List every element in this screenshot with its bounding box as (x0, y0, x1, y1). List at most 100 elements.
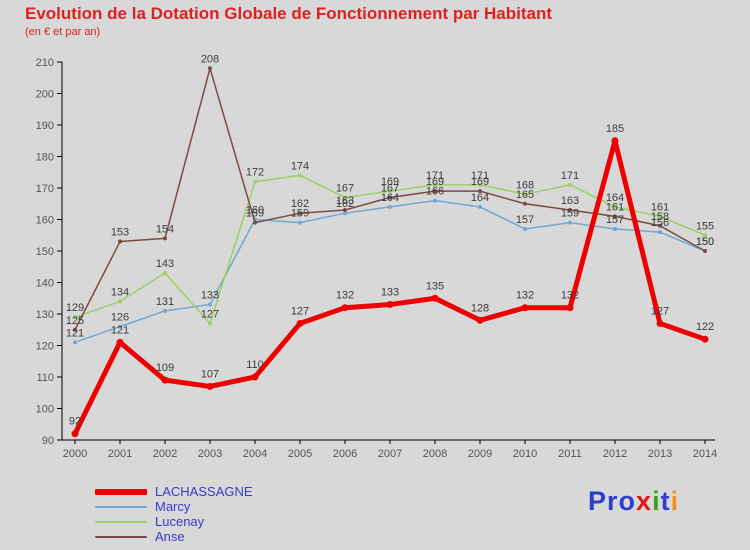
data-label-Marcy: 159 (561, 208, 579, 220)
data-label-Lucenay: 171 (426, 170, 444, 182)
x-tick-label: 2007 (378, 448, 402, 460)
data-point-LACHASSAGNE (161, 376, 169, 384)
data-label-LACHASSAGNE: 132 (561, 290, 579, 302)
legend-label-lachassagne: LACHASSAGNE (155, 484, 253, 499)
chart-title: Evolution de la Dotation Globale de Fonc… (25, 4, 553, 23)
legend-label-marcy: Marcy (155, 499, 191, 514)
y-tick-label: 160 (36, 215, 54, 227)
data-label-Anse: 163 (561, 195, 579, 207)
y-tick-label: 210 (36, 57, 54, 69)
data-point-Lucenay (523, 192, 527, 197)
legend-swatch-0 (95, 488, 147, 495)
data-point-Anse (658, 223, 662, 228)
data-label-Lucenay: 174 (291, 160, 309, 172)
legend-swatch-2 (95, 520, 147, 523)
y-tick-label: 90 (42, 435, 54, 447)
logo-letter-6: i (670, 486, 680, 516)
data-point-LACHASSAGNE (521, 304, 529, 312)
data-point-Anse (388, 195, 392, 200)
data-label-Anse: 153 (111, 227, 129, 239)
data-label-LACHASSAGNE: 127 (651, 305, 669, 317)
data-point-Marcy (433, 198, 437, 203)
data-label-LACHASSAGNE: 109 (156, 362, 174, 374)
data-point-Lucenay (208, 321, 212, 326)
x-tick-label: 2005 (288, 448, 312, 460)
data-label-Anse: 208 (201, 53, 219, 65)
y-tick-label: 130 (36, 309, 54, 321)
data-label-LACHASSAGNE: 122 (696, 321, 714, 333)
data-label-Marcy: 126 (111, 312, 129, 324)
data-label-Anse: 163 (336, 195, 354, 207)
y-tick-label: 190 (36, 120, 54, 132)
data-point-Anse (433, 189, 437, 194)
data-point-LACHASSAGNE (116, 338, 124, 346)
data-point-Marcy (478, 204, 482, 209)
data-label-LACHASSAGNE: 107 (201, 368, 219, 380)
legend-item-lucenay: Lucenay (95, 515, 253, 528)
x-tick-label: 2014 (693, 448, 717, 460)
data-point-LACHASSAGNE (386, 301, 394, 309)
data-label-Lucenay: 143 (156, 258, 174, 270)
data-point-Marcy (523, 226, 527, 231)
data-point-LACHASSAGNE (251, 373, 259, 381)
data-label-Marcy: 156 (651, 217, 669, 229)
logo-letter-4: i (652, 486, 661, 516)
data-label-Marcy: 157 (606, 214, 624, 226)
proxiti-logo: Proxiti (588, 486, 679, 517)
data-label-Marcy: 157 (516, 214, 534, 226)
x-tick-label: 2000 (63, 448, 87, 460)
data-point-Anse (163, 236, 167, 241)
data-point-Anse (298, 211, 302, 216)
logo-letter-2: o (618, 486, 637, 516)
data-point-Marcy (568, 220, 572, 225)
y-tick-label: 110 (36, 372, 54, 384)
data-label-LACHASSAGNE: 185 (606, 123, 624, 135)
logo-letter-1: r (607, 486, 619, 516)
data-point-Marcy (73, 340, 77, 345)
data-label-Marcy: 160 (246, 205, 264, 217)
data-label-LACHASSAGNE: 127 (291, 305, 309, 317)
data-point-Lucenay (478, 182, 482, 187)
data-label-Lucenay: 168 (516, 179, 534, 191)
data-label-Marcy: 121 (66, 327, 84, 339)
logo-letter-3: x (636, 486, 653, 516)
legend: LACHASSAGNE Marcy Lucenay Anse (95, 485, 253, 543)
legend-item-anse: Anse (95, 530, 253, 543)
data-point-LACHASSAGNE (206, 382, 214, 390)
data-label-Lucenay: 172 (246, 167, 264, 179)
data-label-LACHASSAGNE: 132 (336, 290, 354, 302)
data-point-LACHASSAGNE (611, 137, 619, 145)
data-point-Anse (613, 214, 617, 219)
data-label-LACHASSAGNE: 132 (516, 290, 534, 302)
x-tick-label: 2011 (558, 448, 582, 460)
data-point-Lucenay (658, 214, 662, 219)
data-label-Anse: 169 (471, 176, 489, 188)
logo-letter-0: P (588, 486, 608, 516)
data-label-Anse: 158 (651, 211, 669, 223)
data-label-Anse: 154 (156, 223, 174, 235)
data-point-Marcy (118, 324, 122, 329)
data-point-Lucenay (568, 182, 572, 187)
data-label-LACHASSAGNE: 121 (111, 324, 129, 336)
data-point-Anse (253, 220, 257, 225)
data-label-Marcy: 162 (336, 198, 354, 210)
data-point-Marcy (208, 302, 212, 307)
data-point-LACHASSAGNE (341, 304, 349, 312)
data-point-Anse (523, 201, 527, 206)
data-point-Marcy (388, 204, 392, 209)
y-tick-label: 150 (36, 246, 54, 258)
legend-swatch-3 (95, 535, 147, 538)
data-point-LACHASSAGNE (476, 316, 484, 324)
y-tick-label: 120 (36, 341, 54, 353)
data-point-Lucenay (343, 195, 347, 200)
data-label-Lucenay: 169 (381, 176, 399, 188)
x-tick-label: 2013 (648, 448, 672, 460)
data-label-LACHASSAGNE: 92 (69, 416, 81, 428)
data-label-LACHASSAGNE: 110 (246, 359, 264, 371)
data-point-Anse (208, 66, 212, 71)
legend-item-lachassagne: LACHASSAGNE (95, 485, 253, 498)
data-label-Marcy: 164 (471, 192, 489, 204)
data-point-Anse (343, 208, 347, 213)
chart-subtitle: (en € et par an) (25, 26, 101, 38)
